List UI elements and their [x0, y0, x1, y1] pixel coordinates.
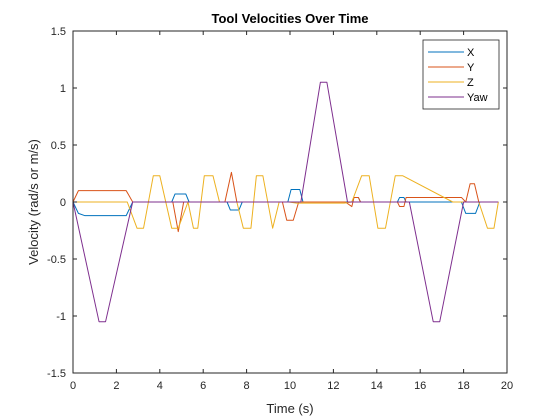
y-tick-label: -1.5	[47, 368, 66, 380]
series-line-z	[73, 175, 499, 229]
y-tick-label: -0.5	[47, 254, 66, 266]
y-tick-label: 0.5	[51, 140, 66, 152]
x-tick-label: 6	[200, 380, 206, 392]
legend-label-z: Z	[467, 77, 474, 89]
y-tick-label: 1	[60, 83, 66, 95]
x-tick-label: 18	[457, 380, 469, 392]
x-tick-label: 12	[327, 380, 339, 392]
y-axis-label: Velocity (rad/s or m/s)	[26, 139, 41, 265]
legend-box	[422, 39, 500, 110]
legend-label-x: X	[467, 47, 475, 59]
series-line-yaw	[72, 81, 499, 323]
y-tick-label: 1.5	[51, 26, 66, 38]
legend-label-y: Y	[467, 62, 475, 74]
legend-label-yaw: Yaw	[467, 92, 488, 104]
ticks-layer: 0 2 4 6 8 10 12 14 16 18 20 -1.5 -1 -0.5 0 0.5 1 1.5	[47, 26, 513, 392]
x-tick-label: 0	[70, 380, 76, 392]
chart-title: Tool Velocities Over Time	[211, 11, 368, 26]
x-axis-label: Time (s)	[266, 401, 313, 416]
x-tick-label: 4	[157, 380, 163, 392]
x-tick-label: 10	[284, 380, 296, 392]
x-tick-label: 8	[244, 380, 250, 392]
y-tick-label: -1	[56, 311, 66, 323]
x-tick-label: 16	[414, 380, 426, 392]
x-tick-label: 14	[371, 380, 383, 392]
y-tick-label: 0	[60, 197, 66, 209]
legend: XYZ Yaw	[422, 39, 500, 110]
series-line-y	[72, 171, 499, 233]
series-layer	[72, 81, 499, 323]
x-tick-label: 20	[501, 380, 513, 392]
x-tick-label: 2	[113, 380, 119, 392]
